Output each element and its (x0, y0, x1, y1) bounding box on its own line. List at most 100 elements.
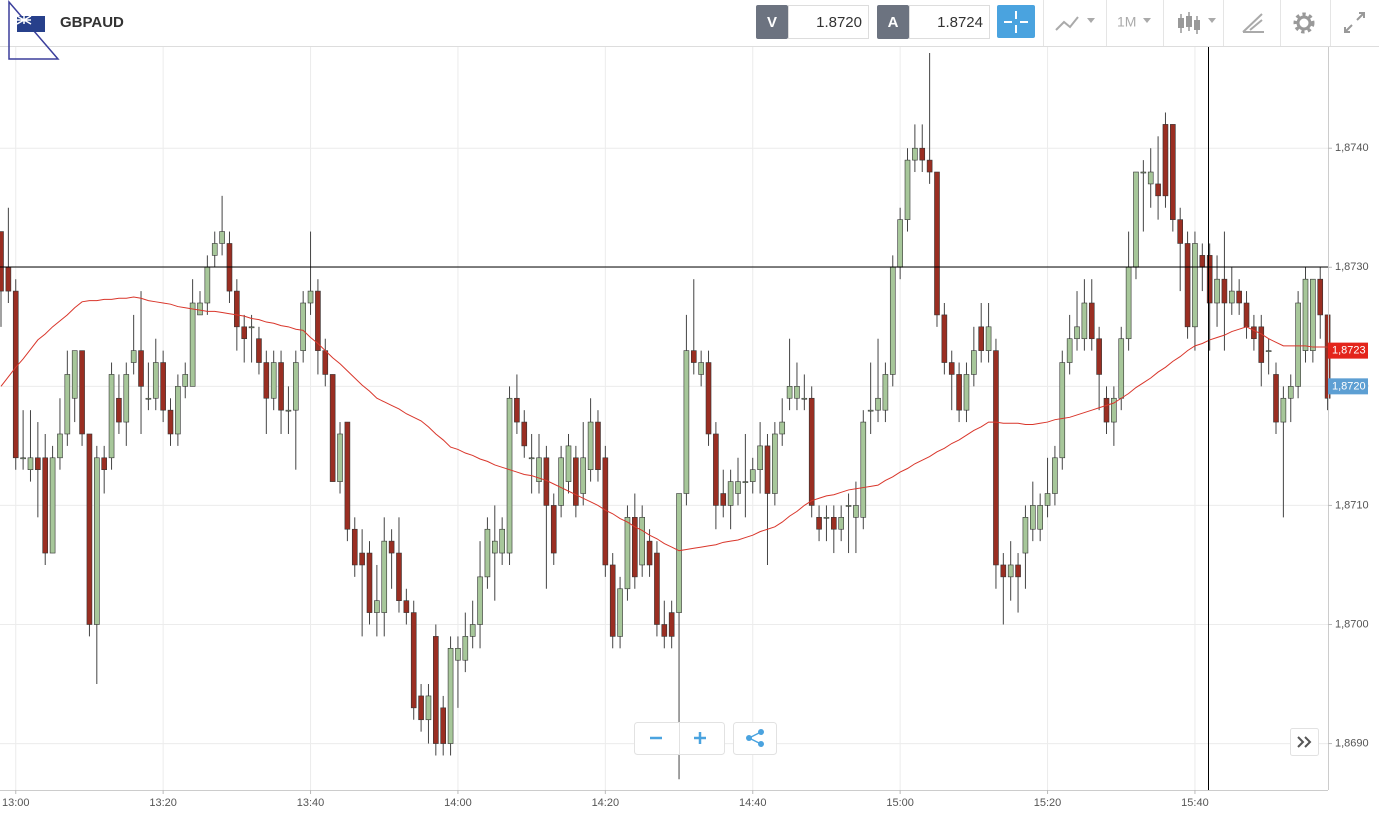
draw-icon[interactable] (1242, 13, 1264, 33)
y-tick-label: 1,8730 (1335, 261, 1369, 273)
candle-body (388, 540, 395, 554)
price-tag (1328, 342, 1368, 359)
candle-body (359, 552, 365, 566)
candle-body (20, 457, 26, 460)
candle-body (440, 707, 447, 744)
candle-body (1221, 278, 1228, 304)
candle-body (1170, 124, 1176, 220)
candle-body (248, 326, 255, 329)
candle-body (853, 505, 859, 518)
x-tick-label: 14:40 (739, 797, 767, 809)
candle-body (573, 457, 579, 506)
candle-body (1103, 397, 1110, 423)
collapse-icon[interactable] (1344, 12, 1365, 33)
candle-body (1295, 302, 1301, 387)
share-icon (748, 731, 762, 745)
candle-body (875, 397, 881, 411)
moving-average-line (0, 296, 1328, 552)
candle-body (1088, 302, 1095, 340)
scroll-end-button[interactable] (1290, 728, 1319, 756)
candle-body (860, 421, 867, 518)
sell-label[interactable]: V (767, 14, 777, 31)
candle-body (64, 374, 71, 435)
dropdown-arrow[interactable] (1087, 18, 1095, 23)
candle-body (167, 409, 174, 435)
candle-body (617, 588, 623, 637)
buy-label[interactable]: A (888, 14, 899, 31)
candle-body (632, 517, 638, 578)
candle-body (867, 409, 874, 412)
settings-icon (1296, 15, 1312, 31)
candle-body (713, 433, 719, 506)
candle-body (661, 624, 668, 637)
candle-body (35, 457, 41, 471)
candle-body (808, 397, 815, 506)
candle-body (1228, 290, 1235, 304)
candle-body (838, 517, 844, 530)
candle-body (1162, 124, 1169, 197)
candle-body (609, 564, 616, 637)
flag-cross (16, 15, 32, 25)
candle-body (1140, 171, 1147, 174)
candle-body (12, 290, 19, 459)
sell-button[interactable] (756, 5, 788, 39)
candle-body (374, 600, 380, 613)
candle-body (624, 517, 631, 590)
candle-body (49, 457, 56, 554)
candle-body (1133, 171, 1139, 268)
settings-icon[interactable] (1293, 12, 1315, 34)
candle-body (484, 528, 491, 578)
dropdown-arrow[interactable] (1208, 18, 1216, 23)
candle-body (71, 350, 78, 399)
candle-body (197, 302, 203, 316)
candle-body (418, 695, 424, 721)
candle-body (270, 362, 277, 399)
candle-body (978, 326, 985, 351)
candle-body (241, 326, 248, 340)
candle-body (403, 600, 410, 613)
timeframe[interactable]: 1M (1117, 14, 1136, 30)
candle-body (116, 397, 122, 423)
price-tag-label: 1,8723 (1332, 345, 1366, 357)
dropdown-arrow[interactable] (1143, 18, 1151, 23)
candle-body (1317, 278, 1324, 316)
candle-body (263, 362, 270, 399)
candle-body (1081, 302, 1088, 340)
buy-button[interactable] (877, 5, 909, 39)
candle-body (42, 457, 49, 554)
candle-body (1192, 243, 1198, 328)
candle-body (823, 517, 830, 519)
candle-body (794, 386, 800, 399)
candle-body (742, 481, 749, 483)
candle-body (646, 540, 653, 566)
candle-body (1000, 564, 1007, 578)
candle-body (86, 433, 93, 625)
candle-body (595, 421, 601, 471)
candle-body (278, 362, 284, 411)
candle-body (1273, 374, 1279, 423)
indicator-icon[interactable] (1055, 16, 1079, 31)
candle-body (462, 636, 469, 661)
candle-body (477, 576, 483, 625)
candle-body (985, 326, 992, 351)
crosshair-button[interactable] (997, 5, 1035, 38)
symbol: GBPAUD (60, 14, 124, 31)
candle-body (322, 350, 329, 375)
candle-body (1052, 457, 1058, 494)
buy-price: 1.8724 (937, 14, 983, 31)
candle-body (1199, 255, 1206, 268)
zoom-in[interactable] (694, 732, 706, 744)
candle-body (94, 457, 100, 625)
candle-body (499, 528, 505, 554)
candle-body (123, 374, 130, 423)
crosshair-icon (1004, 11, 1028, 33)
candle-body (705, 362, 712, 435)
candle-body (455, 648, 461, 661)
x-tick-label: 14:00 (444, 797, 472, 809)
candle-body (337, 433, 343, 482)
sell-price: 1.8720 (816, 14, 862, 31)
scroll-end-icon (1297, 736, 1312, 748)
candle-body (654, 552, 660, 625)
share-button[interactable] (733, 722, 777, 755)
